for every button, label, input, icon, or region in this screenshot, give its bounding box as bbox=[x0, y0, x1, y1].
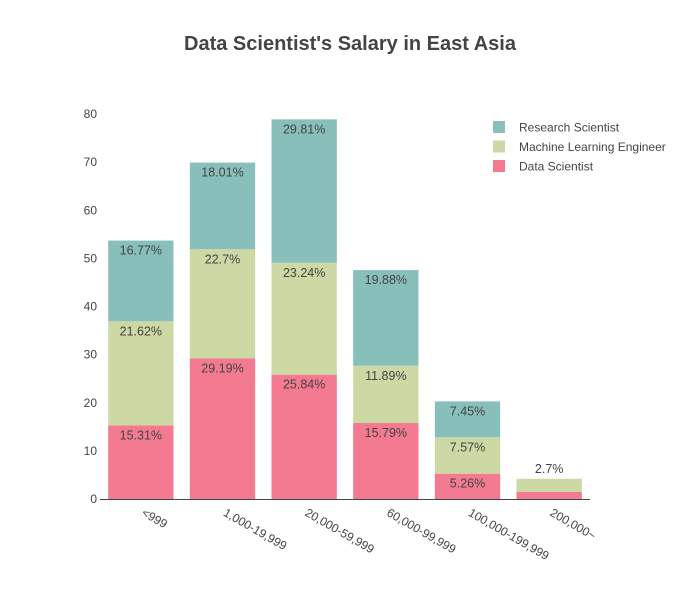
bar-machine-learning-engineer[interactable] bbox=[271, 262, 337, 375]
data-label-data-scientist: 25.84% bbox=[283, 378, 325, 392]
bar-data-scientist[interactable] bbox=[189, 358, 256, 499]
bar-machine-learning-engineer[interactable] bbox=[516, 478, 582, 492]
data-label-machine-learning-engineer: 22.7% bbox=[205, 252, 240, 266]
bar-machine-learning-engineer[interactable] bbox=[108, 321, 174, 426]
chart-title: Data Scientist's Salary in East Asia bbox=[184, 33, 517, 55]
data-label-research-scientist: 18.01% bbox=[201, 166, 243, 180]
bar-research-scientist[interactable] bbox=[353, 270, 419, 366]
y-tick-label: 10 bbox=[84, 444, 98, 458]
data-label-data-scientist: 5.26% bbox=[450, 477, 485, 491]
x-tick-label: 100,000-199,999 bbox=[466, 505, 552, 563]
data-label-data-scientist: 15.79% bbox=[365, 426, 407, 440]
y-tick-label: 60 bbox=[84, 203, 98, 217]
x-axis: <999 1,000-19,999 20,000-59,999 60,000-99,9… bbox=[100, 499, 599, 563]
bar-data-scientist[interactable] bbox=[271, 374, 337, 499]
y-tick-label: 50 bbox=[84, 251, 98, 265]
legend-swatch bbox=[493, 160, 505, 172]
y-tick-label: 20 bbox=[84, 396, 98, 410]
bar-data-scientist[interactable] bbox=[516, 491, 582, 499]
bar-research-scientist[interactable] bbox=[189, 162, 256, 250]
bar-research-scientist[interactable] bbox=[434, 401, 501, 438]
legend-label: Data Scientist bbox=[519, 160, 594, 174]
data-label-machine-learning-engineer: 23.24% bbox=[283, 266, 325, 280]
legend-swatch bbox=[493, 121, 505, 133]
data-labels: 15.31% 29.19% 25.84% 15.79% 5.26% 21.62% 22.7%… bbox=[120, 122, 564, 490]
legend-swatch bbox=[493, 140, 505, 153]
legend-item-data-scientist[interactable]: Data Scientist bbox=[493, 160, 594, 174]
bar-data-scientist[interactable] bbox=[434, 473, 501, 499]
bar-machine-learning-engineer[interactable] bbox=[189, 249, 256, 359]
data-label-machine-learning-engineer: 11.89% bbox=[365, 369, 406, 383]
legend[interactable]: Research Scientist Machine Learning Engin… bbox=[493, 121, 666, 174]
legend-item-machine-learning-engineer[interactable]: Machine Learning Engineer bbox=[493, 140, 666, 154]
y-tick-label: 70 bbox=[84, 155, 98, 169]
y-tick-label: 40 bbox=[84, 300, 98, 314]
data-label-research-scientist: 19.88% bbox=[365, 273, 407, 287]
x-tick-label: <999 bbox=[139, 505, 170, 531]
y-tick-label: 0 bbox=[90, 492, 97, 506]
y-axis: 0 10 20 30 40 50 60 70 80 bbox=[84, 107, 98, 506]
bar-research-scientist[interactable] bbox=[271, 119, 337, 263]
legend-item-research-scientist[interactable]: Research Scientist bbox=[493, 121, 620, 135]
bar-data-scientist[interactable] bbox=[353, 423, 419, 499]
bar-research-scientist[interactable] bbox=[108, 240, 174, 322]
y-tick-label: 30 bbox=[84, 348, 98, 362]
bar-machine-learning-engineer[interactable] bbox=[434, 437, 501, 474]
bar-machine-learning-engineer[interactable] bbox=[353, 365, 419, 424]
data-label-research-scientist: 16.77% bbox=[120, 244, 162, 258]
data-label-research-scientist: 7.45% bbox=[450, 404, 485, 418]
x-tick-label: 1,000-19,999 bbox=[221, 505, 290, 553]
x-tick-label: 60,000-99,999 bbox=[384, 505, 458, 556]
x-tick-label: 20,000-59,999 bbox=[303, 505, 377, 556]
legend-label: Machine Learning Engineer bbox=[519, 140, 666, 154]
bar-data-scientist[interactable] bbox=[108, 425, 174, 499]
data-label-machine-learning-engineer: 2.7% bbox=[535, 462, 564, 476]
data-label-machine-learning-engineer: 7.57% bbox=[450, 440, 485, 454]
bars bbox=[108, 119, 582, 499]
data-label-data-scientist: 29.19% bbox=[201, 362, 243, 376]
data-label-data-scientist: 15.31% bbox=[120, 428, 162, 442]
x-tick-label: 200,000~ bbox=[548, 505, 599, 542]
legend-label: Research Scientist bbox=[519, 121, 620, 135]
data-label-machine-learning-engineer: 21.62% bbox=[120, 324, 162, 338]
y-tick-label: 80 bbox=[84, 107, 98, 121]
data-label-research-scientist: 29.81% bbox=[283, 122, 325, 136]
